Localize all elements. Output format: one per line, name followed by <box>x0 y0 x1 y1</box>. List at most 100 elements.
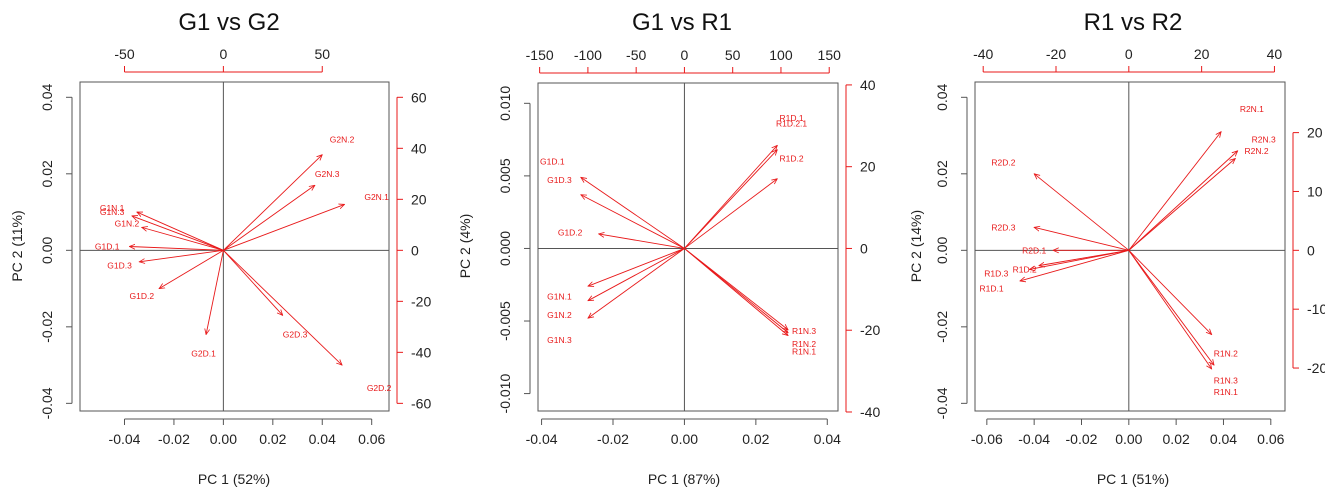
right-tick-label: 20 <box>860 159 876 175</box>
top-tick-label: -50 <box>626 47 646 63</box>
right-tick-label: 20 <box>411 191 427 207</box>
top-tick-label: 0 <box>1125 46 1133 62</box>
loading-arrow <box>588 248 685 318</box>
x-tick-label: -0.02 <box>597 431 629 447</box>
point-label: R2D.2 <box>991 157 1015 167</box>
x-tick-label: 0.02 <box>742 431 769 447</box>
right-tick-label: 0 <box>411 242 419 258</box>
y-tick-label: -0.02 <box>934 311 950 343</box>
x-tick-label: -0.02 <box>1066 431 1098 447</box>
right-tick-label: -20 <box>860 322 880 338</box>
loading-arrow <box>1039 249 1129 265</box>
point-label: G1D.3 <box>547 175 572 185</box>
point-label: G1N.2 <box>547 310 572 320</box>
loading-arrow <box>129 247 224 251</box>
y-tick-label: 0.04 <box>39 83 55 110</box>
loading-arrow <box>1128 132 1221 251</box>
loading-arrow <box>142 227 224 251</box>
right-tick-label: -40 <box>411 344 431 360</box>
point-label: R2N.3 <box>1252 134 1276 144</box>
right-tick-label: -20 <box>1307 360 1325 376</box>
y-axis-label: PC 2 (14%) <box>908 210 924 282</box>
x-tick-label: -0.04 <box>1018 431 1050 447</box>
point-label: G1D.2 <box>130 291 155 301</box>
loading-arrow <box>581 177 685 249</box>
panel-g1-vs-r1: G1 vs R1 PC 1 (87%) PC 2 (4%) -0.04 -0.02… <box>457 9 880 487</box>
point-label: G1D.3 <box>107 261 132 271</box>
plot-frame <box>537 82 839 412</box>
y-axis-label: PC 2 (11%) <box>9 210 25 281</box>
right-tick-label: 40 <box>860 77 876 93</box>
plot-frame <box>974 81 1286 412</box>
right-tick-label: 40 <box>411 140 427 156</box>
point-label: R1D.3 <box>984 268 1008 278</box>
x-tick-label: -0.02 <box>158 431 190 447</box>
x-tick-label: -0.04 <box>109 431 141 447</box>
point-label: G2D.3 <box>283 329 308 339</box>
y-tick-label: -0.010 <box>497 374 513 414</box>
loading-arrow <box>1128 151 1238 251</box>
x-tick-label: 0.04 <box>1210 431 1237 447</box>
x-tick-label: 0.00 <box>210 431 237 447</box>
right-tick-label: -40 <box>860 404 880 420</box>
top-tick-label: 20 <box>1194 46 1210 62</box>
point-label: R1D.2 <box>780 153 804 163</box>
loading-arrow <box>1034 227 1129 251</box>
point-label: R1D.2.1 <box>776 119 807 129</box>
loading-arrow <box>684 150 777 249</box>
x-tick-label: 0.06 <box>1257 431 1284 447</box>
panel-r1-vs-r2: R1 vs R2 PC 1 (51%) PC 2 (14%) -0.06 -0.0… <box>908 9 1325 487</box>
right-tick-label: 0 <box>1307 242 1315 258</box>
loading-arrow <box>684 179 777 249</box>
y-tick-label: 0.005 <box>497 158 513 193</box>
top-tick-label: -150 <box>526 47 554 63</box>
loading-arrow <box>1128 250 1214 365</box>
loading-arrow <box>223 250 282 315</box>
loading-arrow <box>206 250 224 334</box>
loading-arrow <box>159 249 224 288</box>
loading-arrow <box>684 145 777 249</box>
right-tick-label: 0 <box>860 240 868 256</box>
point-label: R1N.3 <box>1214 375 1238 385</box>
x-axis-label: PC 1 (51%) <box>1097 471 1169 487</box>
right-tick-label: -60 <box>411 395 431 411</box>
point-label: G2N.3 <box>315 169 340 179</box>
loading-arrow <box>132 216 224 251</box>
right-tick-label: -20 <box>411 293 431 309</box>
y-tick-label: 0.02 <box>39 160 55 187</box>
top-tick-label: 40 <box>1267 46 1283 62</box>
point-label: G1N.1 <box>547 291 572 301</box>
point-label: R1D.2 <box>1013 264 1037 274</box>
loading-arrow <box>581 195 685 249</box>
top-tick-label: 150 <box>818 47 842 63</box>
x-tick-label: 0.06 <box>358 431 385 447</box>
point-label: R1N.1 <box>1214 387 1238 397</box>
panel-title: G1 vs G2 <box>178 9 279 36</box>
right-tick-label: -10 <box>1307 301 1325 317</box>
loading-arrow <box>588 248 685 300</box>
loading-arrow <box>1034 174 1130 251</box>
point-label: G2D.1 <box>191 349 216 359</box>
plot-frame <box>79 81 390 412</box>
point-label: R1D.1 <box>980 284 1004 294</box>
x-axis-label: PC 1 (52%) <box>198 471 270 487</box>
y-tick-label: 0.00 <box>934 236 950 263</box>
top-tick-label: 50 <box>314 46 330 62</box>
panel-title: G1 vs R1 <box>632 9 732 36</box>
point-label: G1D.1 <box>540 156 565 166</box>
point-label: R1N.1 <box>792 346 816 356</box>
x-tick-label: 0.04 <box>814 431 841 447</box>
y-tick-label: 0.02 <box>934 160 950 187</box>
right-tick-label: 60 <box>411 89 427 105</box>
x-tick-label: 0.02 <box>259 431 286 447</box>
point-label: G1N.2 <box>115 219 140 229</box>
loading-arrow <box>1020 249 1129 281</box>
right-tick-label: 10 <box>1307 183 1323 199</box>
y-tick-label: -0.04 <box>934 387 950 419</box>
point-label: R1D.1 <box>780 113 804 123</box>
top-tick-label: -50 <box>114 46 134 62</box>
point-label: G1N.1 <box>100 203 125 213</box>
y-axis-label: PC 2 (4%) <box>457 214 473 279</box>
loading-arrow <box>1128 250 1212 334</box>
point-label: R2D.3 <box>991 222 1015 232</box>
